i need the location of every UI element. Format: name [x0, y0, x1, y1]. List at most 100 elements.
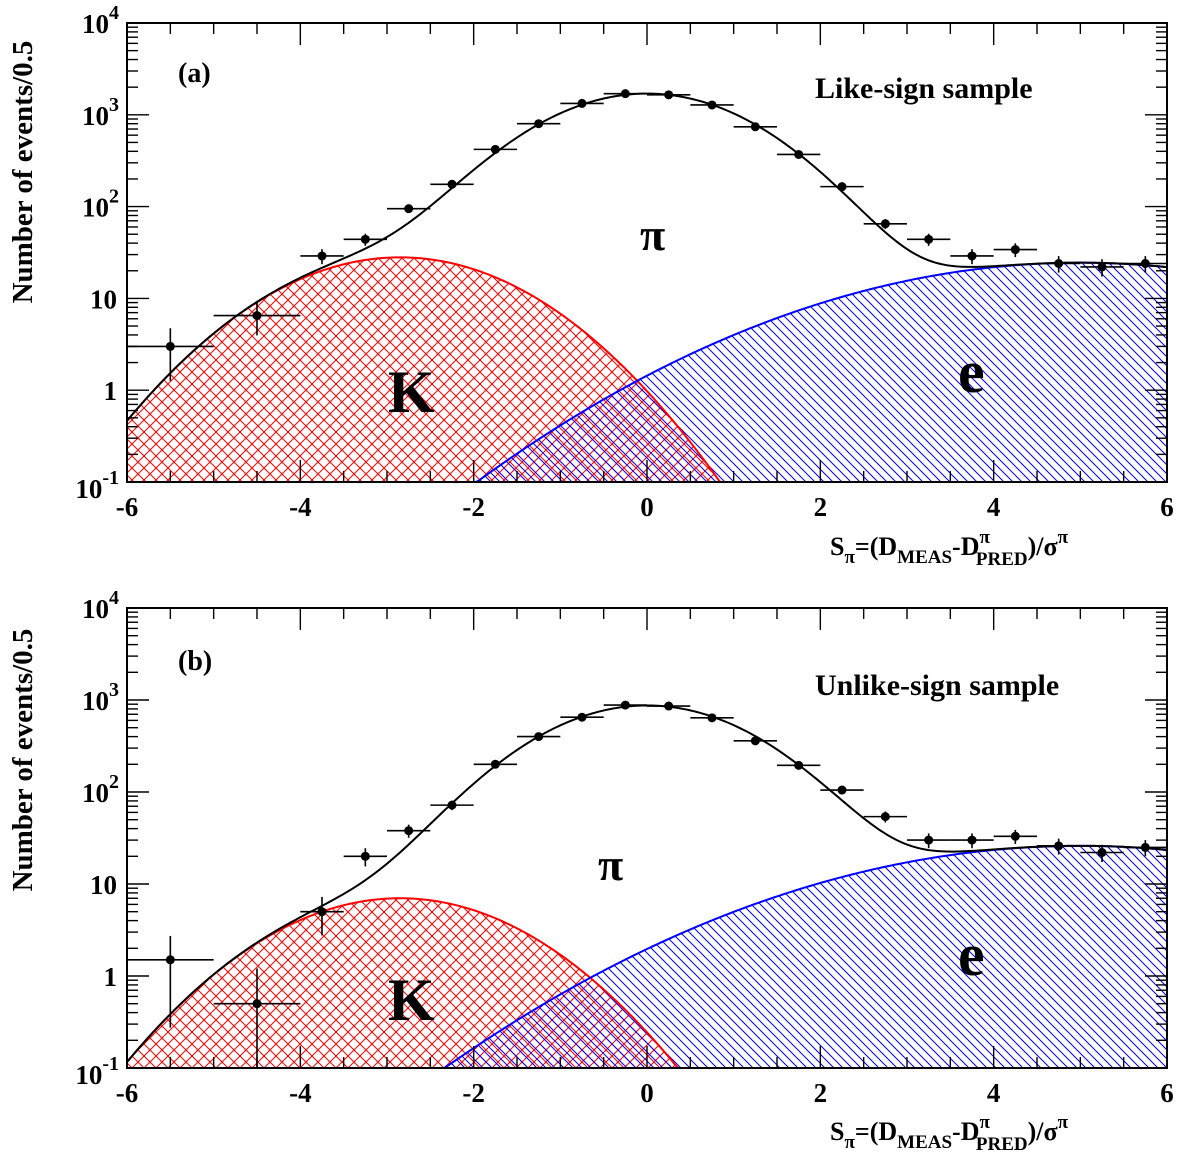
x-axis-label: Sπ=(DMEAS-Dπ PRED)/σπ: [830, 1112, 1069, 1155]
panel-like-sign: -6 -4 -2 0 2 4 6 10-1 1 10 102 103 104 (a) Like-sign…: [7, 2, 1174, 570]
axes: -6 -4 -2 0 2 4 6 10-1 1 10 102 103 104: [75, 2, 1173, 522]
electron-label: e: [958, 339, 985, 405]
x-tick-label: 2: [814, 492, 828, 522]
kaon-curve: [127, 256, 1167, 482]
pion-label: π: [598, 839, 623, 890]
sample-label: Like-sign sample: [815, 72, 1033, 105]
data-points: [127, 89, 1167, 381]
data-point: [820, 182, 864, 192]
data-point: [213, 302, 301, 336]
panel-unlike-sign: -6 -4 -2 0 2 4 6 10-1 1 10 102 103 104 (b) Unlike-si…: [7, 587, 1174, 1155]
y-tick-label: 10: [90, 870, 117, 900]
point-marker: [490, 759, 500, 769]
y-tick-label: 1: [104, 962, 118, 992]
point-marker: [707, 100, 717, 110]
y-tick-label: 102: [82, 771, 119, 808]
labels: (a) Like-sign sample π K e Number of eve…: [7, 41, 1069, 570]
x-tick-label: 4: [987, 492, 1001, 522]
point-marker: [252, 311, 262, 321]
x-tick-label: -4: [289, 492, 312, 522]
point-marker: [490, 144, 500, 154]
data-point: [733, 736, 777, 746]
data-point: [343, 848, 387, 867]
data-point: [1123, 840, 1167, 857]
data-point: [820, 785, 864, 795]
data-point: [863, 811, 907, 823]
kaon-label: K: [388, 967, 435, 1033]
data-point: [430, 179, 474, 189]
point-marker: [165, 955, 175, 965]
data-point: [387, 824, 431, 838]
axes: -6 -4 -2 0 2 4 6 10-1 1 10 102 103 104: [75, 587, 1173, 1108]
data-point: [603, 700, 647, 710]
data-point: [473, 144, 517, 154]
data-point: [473, 759, 517, 769]
point-marker: [447, 179, 457, 189]
component-fills: [127, 257, 1167, 482]
kaon-label: K: [388, 359, 435, 425]
point-marker: [252, 999, 262, 1009]
point-marker: [360, 234, 370, 244]
data-point: [993, 829, 1037, 844]
y-tick-label: 103: [82, 679, 119, 716]
point-marker: [664, 701, 674, 711]
point-marker: [165, 341, 175, 351]
pion-label: π: [640, 209, 665, 260]
data-point: [1080, 844, 1124, 863]
data-point: [300, 896, 344, 936]
data-point: [603, 89, 647, 99]
point-marker: [924, 835, 934, 845]
data-point: [127, 935, 214, 1028]
point-marker: [664, 90, 674, 100]
data-point: [733, 122, 777, 132]
point-marker: [1010, 831, 1020, 841]
kaon-curve: [127, 897, 1167, 1068]
point-marker: [1140, 258, 1150, 268]
point-marker: [1054, 258, 1064, 268]
point-marker: [404, 826, 414, 836]
data-point: [1037, 256, 1081, 273]
point-marker: [534, 119, 544, 129]
point-marker: [924, 234, 934, 244]
point-marker: [577, 712, 587, 722]
point-marker: [317, 251, 327, 261]
electron-curve: [127, 261, 1167, 482]
point-marker: [1054, 841, 1064, 851]
x-tick-label: 4: [987, 1078, 1001, 1108]
component-fills: [127, 845, 1167, 1068]
x-tick-label: -6: [116, 492, 139, 522]
data-point: [950, 833, 994, 849]
data-point: [560, 98, 604, 108]
point-marker: [534, 732, 544, 742]
y-axis-label: Number of events/0.5: [7, 629, 39, 892]
point-marker: [750, 736, 760, 746]
point-marker: [880, 812, 890, 822]
data-point: [690, 713, 734, 723]
x-axis-label: Sπ=(DMEAS-Dπ PRED)/σπ: [830, 527, 1069, 570]
x-tick-label: -4: [289, 1078, 312, 1108]
point-marker: [794, 149, 804, 159]
data-point: [127, 328, 214, 381]
data-point: [343, 233, 387, 246]
point-marker: [1140, 842, 1150, 852]
point-marker: [794, 760, 804, 770]
y-tick-label: 10-1: [75, 1053, 119, 1090]
kaon-area: [127, 898, 1167, 1068]
y-tick-label: 104: [82, 587, 119, 624]
y-tick-label: 104: [82, 2, 119, 39]
y-tick-label: 1: [104, 376, 118, 406]
y-tick-label: 10-1: [75, 467, 119, 504]
data-point: [1123, 256, 1167, 273]
point-marker: [1097, 847, 1107, 857]
x-tick-label: 2: [814, 1078, 828, 1108]
point-marker: [620, 89, 630, 99]
data-points: [127, 700, 1167, 1068]
x-tick-label: 0: [640, 1078, 654, 1108]
point-marker: [967, 251, 977, 261]
data-point: [1080, 259, 1124, 277]
point-marker: [317, 907, 327, 917]
labels: (b) Unlike-sign sample π K e Number of e…: [7, 629, 1069, 1155]
point-marker: [707, 713, 717, 723]
point-marker: [620, 700, 630, 710]
